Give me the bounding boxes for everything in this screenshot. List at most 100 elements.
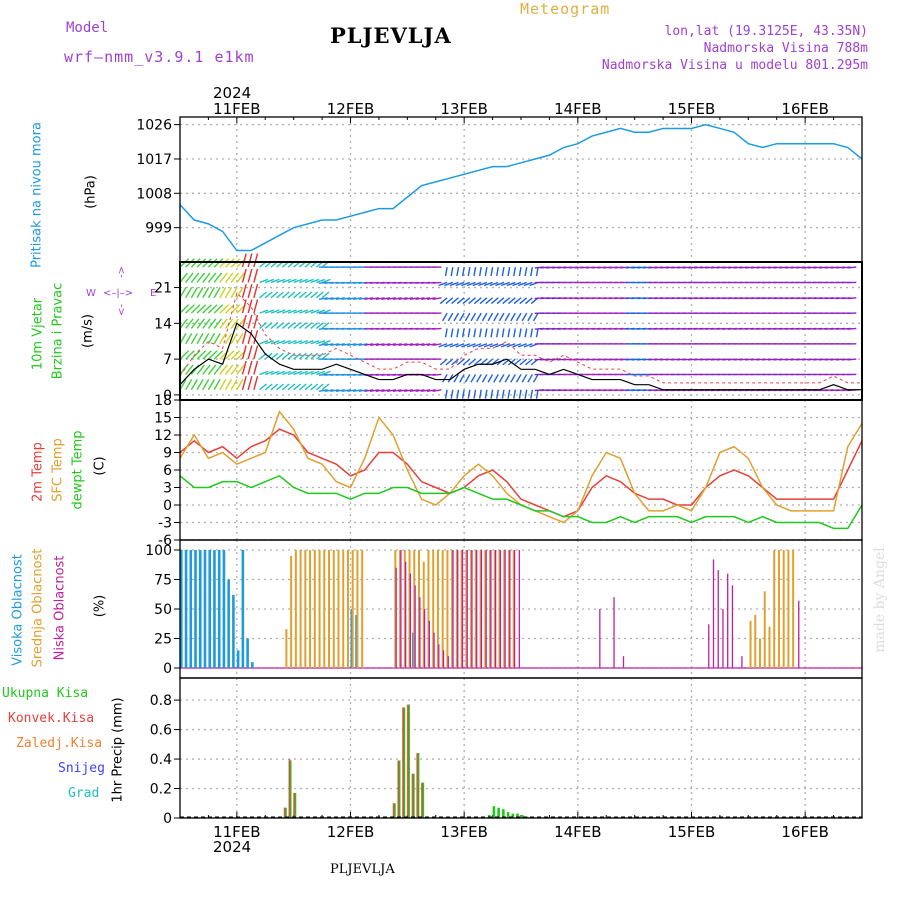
wind-arrow: [493, 374, 499, 383]
wind-arrow: [293, 278, 303, 284]
wind-arrow: [456, 328, 460, 338]
time-label-top: 15FEB: [668, 100, 715, 118]
wind-arrow: [456, 358, 465, 366]
cloud-low-bar: [395, 567, 397, 668]
wind-arrow: [190, 350, 201, 360]
cloud-low-bar: [741, 656, 743, 668]
wind-arrow: [459, 374, 465, 383]
cloud-high-bar: [227, 579, 230, 668]
wind-arrow: [185, 364, 194, 375]
wind-arrow: [259, 322, 267, 329]
cloud-low-bar: [722, 609, 724, 668]
y-tick-label: 50: [154, 602, 172, 618]
wind-arrow: [461, 281, 471, 287]
cloud-low-bar: [461, 550, 464, 668]
cloud-low-bar: [480, 550, 483, 668]
wind-arrow: [207, 287, 216, 299]
wind-arrow: [392, 343, 402, 347]
wind-arrow: [473, 389, 477, 399]
wind-arrow: [310, 383, 319, 391]
wind-arrow: [519, 358, 528, 366]
cloud-low-bar: [731, 585, 734, 668]
wind-arrow: [236, 318, 245, 329]
wind-arrow: [432, 389, 442, 393]
wind-arrow: [501, 328, 505, 338]
wind-arrow: [276, 322, 284, 329]
wind-arrow: [483, 343, 493, 348]
meteogram-label: Meteogram: [520, 0, 611, 18]
cloud-mid-bar: [470, 550, 473, 668]
cloud-mid-bar: [777, 550, 780, 668]
wind-arrow: [513, 389, 517, 399]
wind-arrow: [484, 389, 488, 399]
wind-arrow: [352, 297, 362, 301]
wind-arrow: [461, 266, 465, 277]
wind-arrow: [304, 352, 313, 360]
wind-arrow: [513, 358, 522, 366]
pressure-line: [179, 123, 863, 252]
wind-arrow: [506, 343, 516, 348]
precip-conv-bar: [283, 807, 286, 818]
wind-arrow: [230, 318, 240, 329]
wind-arrow: [524, 389, 528, 399]
wind-arrow: [438, 281, 448, 287]
time-label-top: 16FEB: [781, 100, 828, 118]
wind-arrow: [496, 266, 499, 277]
wind-gust-line: [179, 292, 862, 384]
wind-arrow: [527, 374, 533, 383]
model-name: wrf–nmm_v3.9.1 e1km: [64, 48, 255, 66]
wind-arrow: [476, 312, 482, 322]
precip-conv-bar: [406, 704, 409, 818]
precip-conv-bar: [416, 753, 419, 818]
wind-arrow: [453, 374, 460, 383]
wind-arrow: [484, 266, 488, 277]
y-tick-label: 21: [154, 281, 172, 297]
wind-arrow: [498, 312, 505, 322]
wind-arrow: [375, 297, 385, 301]
time-label-bottom: 11FEB: [213, 823, 260, 841]
wind-arrow: [207, 304, 218, 314]
wind-arrow: [293, 309, 303, 314]
wind-arrow: [202, 304, 212, 314]
wind-arrow: [358, 343, 368, 347]
wind-arrow: [224, 333, 233, 345]
wind-arrow: [381, 297, 391, 301]
wind-arrow: [476, 374, 482, 383]
wind-arrow: [202, 364, 211, 375]
cloud-mid-bar: [512, 550, 515, 668]
wind-arrow: [219, 333, 227, 345]
wind-arrow: [315, 383, 324, 391]
wind-arrow: [316, 340, 326, 345]
coords-text: lon,lat (19.3125E, 43.35N): [664, 24, 869, 39]
cloud-low-bar: [490, 550, 492, 668]
wind-arrow: [179, 272, 188, 283]
cloud-mid-bar: [498, 550, 501, 668]
wind-arrow: [439, 358, 448, 366]
wind-arrow: [525, 358, 533, 366]
wind-arrow: [213, 379, 221, 391]
wind-arrow: [253, 314, 259, 329]
wind-arrow: [270, 278, 280, 284]
wind-arrow: [501, 266, 505, 277]
cloud-low-bar: [518, 550, 520, 668]
y-tick-label: 0: [163, 661, 172, 677]
wind-arrow: [392, 389, 402, 393]
wind-arrow: [495, 281, 505, 287]
cloud-mid-bar: [782, 550, 785, 668]
wind-arrow: [241, 345, 247, 360]
wind-arrow: [270, 340, 280, 345]
wind-arrow: [247, 330, 253, 344]
wind-arrow: [253, 345, 259, 360]
wind-arrow: [247, 314, 253, 329]
wind-arrow: [241, 360, 247, 375]
wind-arrow: [330, 389, 340, 393]
wind-arrow: [282, 370, 291, 376]
cloud-low-bar: [447, 656, 449, 668]
cloud-high-bar: [184, 550, 188, 668]
wind-arrow: [426, 297, 436, 301]
wind-arrow: [287, 309, 297, 314]
wind-arrow: [196, 364, 205, 375]
wind-arrow: [219, 287, 227, 299]
wind-arrow: [462, 358, 471, 366]
